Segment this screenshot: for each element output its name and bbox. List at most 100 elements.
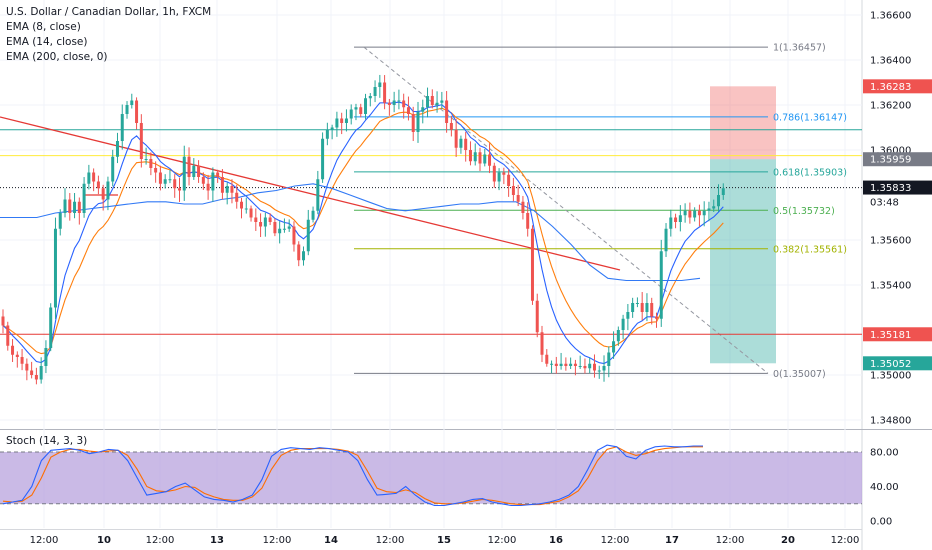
candle-body	[311, 210, 315, 220]
candle-body	[383, 82, 387, 103]
candle-body	[106, 181, 110, 200]
candle-body	[645, 303, 649, 312]
price-tick-label: 1.34800	[870, 416, 911, 427]
candles	[1, 74, 725, 385]
candle-body	[597, 370, 601, 372]
candle-body	[354, 107, 358, 110]
candle-body	[688, 210, 692, 218]
candle-body	[11, 345, 15, 355]
price-tick-label: 1.36200	[870, 101, 911, 112]
ema-14-label[interactable]: EMA (14, close)	[6, 36, 88, 48]
candle-body	[278, 228, 282, 234]
take-profit-zone	[710, 159, 776, 364]
candle-body	[206, 183, 210, 191]
candle-body	[516, 195, 520, 202]
candle-body	[445, 100, 449, 123]
candle-body	[635, 303, 639, 304]
time-tick-label: 12:00	[488, 535, 517, 546]
candle-body	[49, 307, 53, 348]
ema-8-label[interactable]: EMA (8, close)	[6, 21, 81, 33]
ema-14-line	[2, 107, 724, 355]
candle-body	[197, 165, 201, 177]
candle-body	[68, 199, 72, 213]
candle-body	[573, 363, 577, 366]
candle-body	[631, 303, 635, 312]
candle-body	[440, 100, 444, 103]
candle-body	[240, 201, 243, 209]
fib-level-label: 0.382(1.35561)	[773, 244, 847, 255]
candle-body	[545, 354, 549, 364]
candle-body	[149, 159, 153, 168]
symbol-title[interactable]: U.S. Dollar / Canadian Dollar, 1h, FXCM	[6, 6, 212, 18]
candle-body	[616, 330, 620, 342]
candle-body	[392, 100, 396, 105]
candle-body	[349, 109, 353, 119]
stop-loss-zone	[710, 86, 776, 160]
price-tick-label: 1.36000	[870, 146, 911, 157]
candle-body	[473, 152, 477, 162]
fib-level-label: 0.5(1.35732)	[773, 206, 835, 217]
candle-body	[650, 303, 654, 317]
candle-body	[488, 154, 492, 166]
candle-body	[330, 127, 334, 130]
price-tag-label: 1.35833	[870, 183, 911, 194]
candle-body	[1, 316, 5, 326]
position-box[interactable]	[710, 86, 776, 364]
ema-200-label[interactable]: EMA (200, close, 0)	[6, 51, 108, 63]
candle-body	[125, 105, 129, 114]
candle-body	[492, 165, 496, 182]
candle-body	[607, 352, 611, 366]
candle-body	[454, 129, 458, 148]
stochastic-pane	[0, 444, 862, 507]
candle-body	[621, 318, 625, 330]
candle-body	[154, 168, 158, 173]
candle-body	[678, 215, 682, 222]
price-tag-label: 1.35181	[870, 330, 911, 341]
candle-body	[139, 123, 143, 159]
time-tick-label: 12:00	[376, 535, 405, 546]
price-tag-label: 1.36283	[870, 82, 911, 93]
candle-body	[530, 228, 534, 301]
time-axis: 12:00 10 12:00 13 12:00 14 12:00 15 12:00 16 12:00…	[30, 535, 860, 546]
price-tag-background	[863, 356, 932, 371]
stoch-label[interactable]: Stoch (14, 3, 3)	[6, 435, 88, 447]
candle-body	[526, 213, 530, 229]
trend-lines[interactable]	[0, 116, 621, 271]
stoch-band	[0, 452, 862, 504]
chart-legend: U.S. Dollar / Canadian Dollar, 1h, FXCM …	[6, 5, 211, 65]
descending-trendline	[0, 116, 621, 271]
horizontal-lines[interactable]	[0, 129, 862, 335]
candle-body	[144, 159, 148, 160]
price-tags: 1.36283 1.35959 1.35833 03:48 1.35181 1.35052	[863, 79, 932, 371]
candle-body	[626, 312, 630, 319]
price-tag-background	[863, 152, 932, 167]
ema-8-line	[2, 101, 724, 365]
time-tick-label: 12:00	[601, 535, 630, 546]
candle-body	[497, 172, 501, 182]
candle-body	[478, 152, 482, 164]
candle-body	[612, 341, 616, 353]
price-tick-label: 1.35000	[870, 371, 911, 382]
time-tick-label: 17	[665, 535, 679, 546]
candle-body	[483, 154, 487, 164]
candle-body	[302, 251, 306, 261]
candle-body	[340, 118, 344, 123]
candle-body	[559, 363, 563, 366]
price-tick-label: 1.35600	[870, 236, 911, 247]
candle-body	[216, 172, 220, 177]
candle-body	[540, 332, 544, 355]
candle-body	[182, 156, 186, 191]
candle-body	[640, 303, 644, 312]
candle-body	[583, 366, 587, 369]
candle-body	[430, 96, 434, 105]
fibonacci-retracement[interactable]: 1(1.36457) 0.786(1.36147) 0.618(1.35903) 0.…	[354, 43, 847, 380]
ema-200-line	[0, 183, 701, 282]
candle-body	[659, 251, 663, 319]
price-tag-background	[863, 180, 932, 195]
candle-body	[721, 188, 725, 195]
price-tag-label: 1.35959	[870, 155, 911, 166]
candle-body	[254, 217, 258, 222]
candle-body	[34, 375, 38, 380]
price-tick-label: 1.36400	[870, 56, 911, 67]
